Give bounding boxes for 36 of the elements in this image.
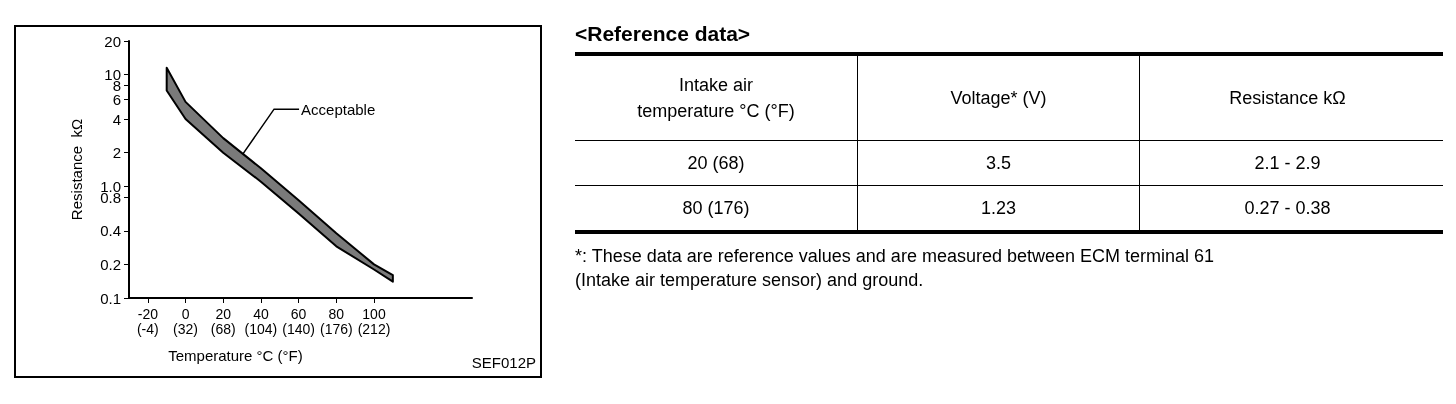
x-tick-label: 20 bbox=[215, 306, 232, 322]
y-tick-label: 6 bbox=[112, 90, 121, 108]
x-tick-label: 80 bbox=[328, 306, 345, 322]
text: <Reference data> bbox=[575, 22, 752, 46]
text: 1.23 bbox=[980, 198, 1017, 218]
text: 0.27 - 0.38 bbox=[1244, 198, 1331, 218]
category-label: Voltage* (V) bbox=[857, 56, 1139, 140]
y-axis-title: Resistance kΩ bbox=[68, 118, 85, 221]
text: 3.5 bbox=[985, 153, 1012, 173]
x-axis-title: Temperature °C (°F) bbox=[168, 347, 303, 364]
x-tick-label: 0 bbox=[181, 306, 190, 322]
x2-tick-label: (140) bbox=[282, 321, 315, 337]
x2-tick-label: (68) bbox=[210, 321, 236, 337]
x2-tick-label: (176) bbox=[319, 321, 353, 337]
x-tick-label: 60 bbox=[290, 306, 307, 322]
x2-tick-label: (32) bbox=[173, 321, 198, 337]
text: 80 (176) bbox=[682, 198, 750, 218]
y-tick-label: 2 bbox=[112, 144, 121, 162]
x2-tick-label: (212) bbox=[357, 321, 391, 337]
x-tick-label: 100 bbox=[362, 306, 386, 322]
y-tick-label: 0.4 bbox=[100, 222, 121, 240]
text: SEF012P bbox=[471, 354, 537, 371]
y-tick-label: 0.2 bbox=[100, 255, 121, 273]
y-tick-label: 20 bbox=[104, 32, 121, 50]
x-tick-label: 40 bbox=[253, 306, 269, 322]
x2-tick-label: (-4) bbox=[136, 321, 159, 337]
y-tick-label: 0.1 bbox=[100, 289, 121, 307]
y-tick-label: 4 bbox=[112, 110, 121, 128]
text: 20 (68) bbox=[687, 153, 745, 173]
category-label: Resistance kΩ bbox=[1139, 56, 1435, 140]
x-tick-label: -20 bbox=[137, 306, 159, 322]
x2-tick-label: (104) bbox=[244, 321, 278, 337]
text: *: These data are reference values and are measured between ECM terminal 61 (Intake air temperature sensor) and ground. bbox=[575, 245, 1216, 292]
annotation: Acceptable bbox=[301, 100, 376, 118]
text: 2.1 - 2.9 bbox=[1254, 153, 1321, 173]
category-label: Intake air temperature °C (°F) bbox=[636, 74, 796, 123]
